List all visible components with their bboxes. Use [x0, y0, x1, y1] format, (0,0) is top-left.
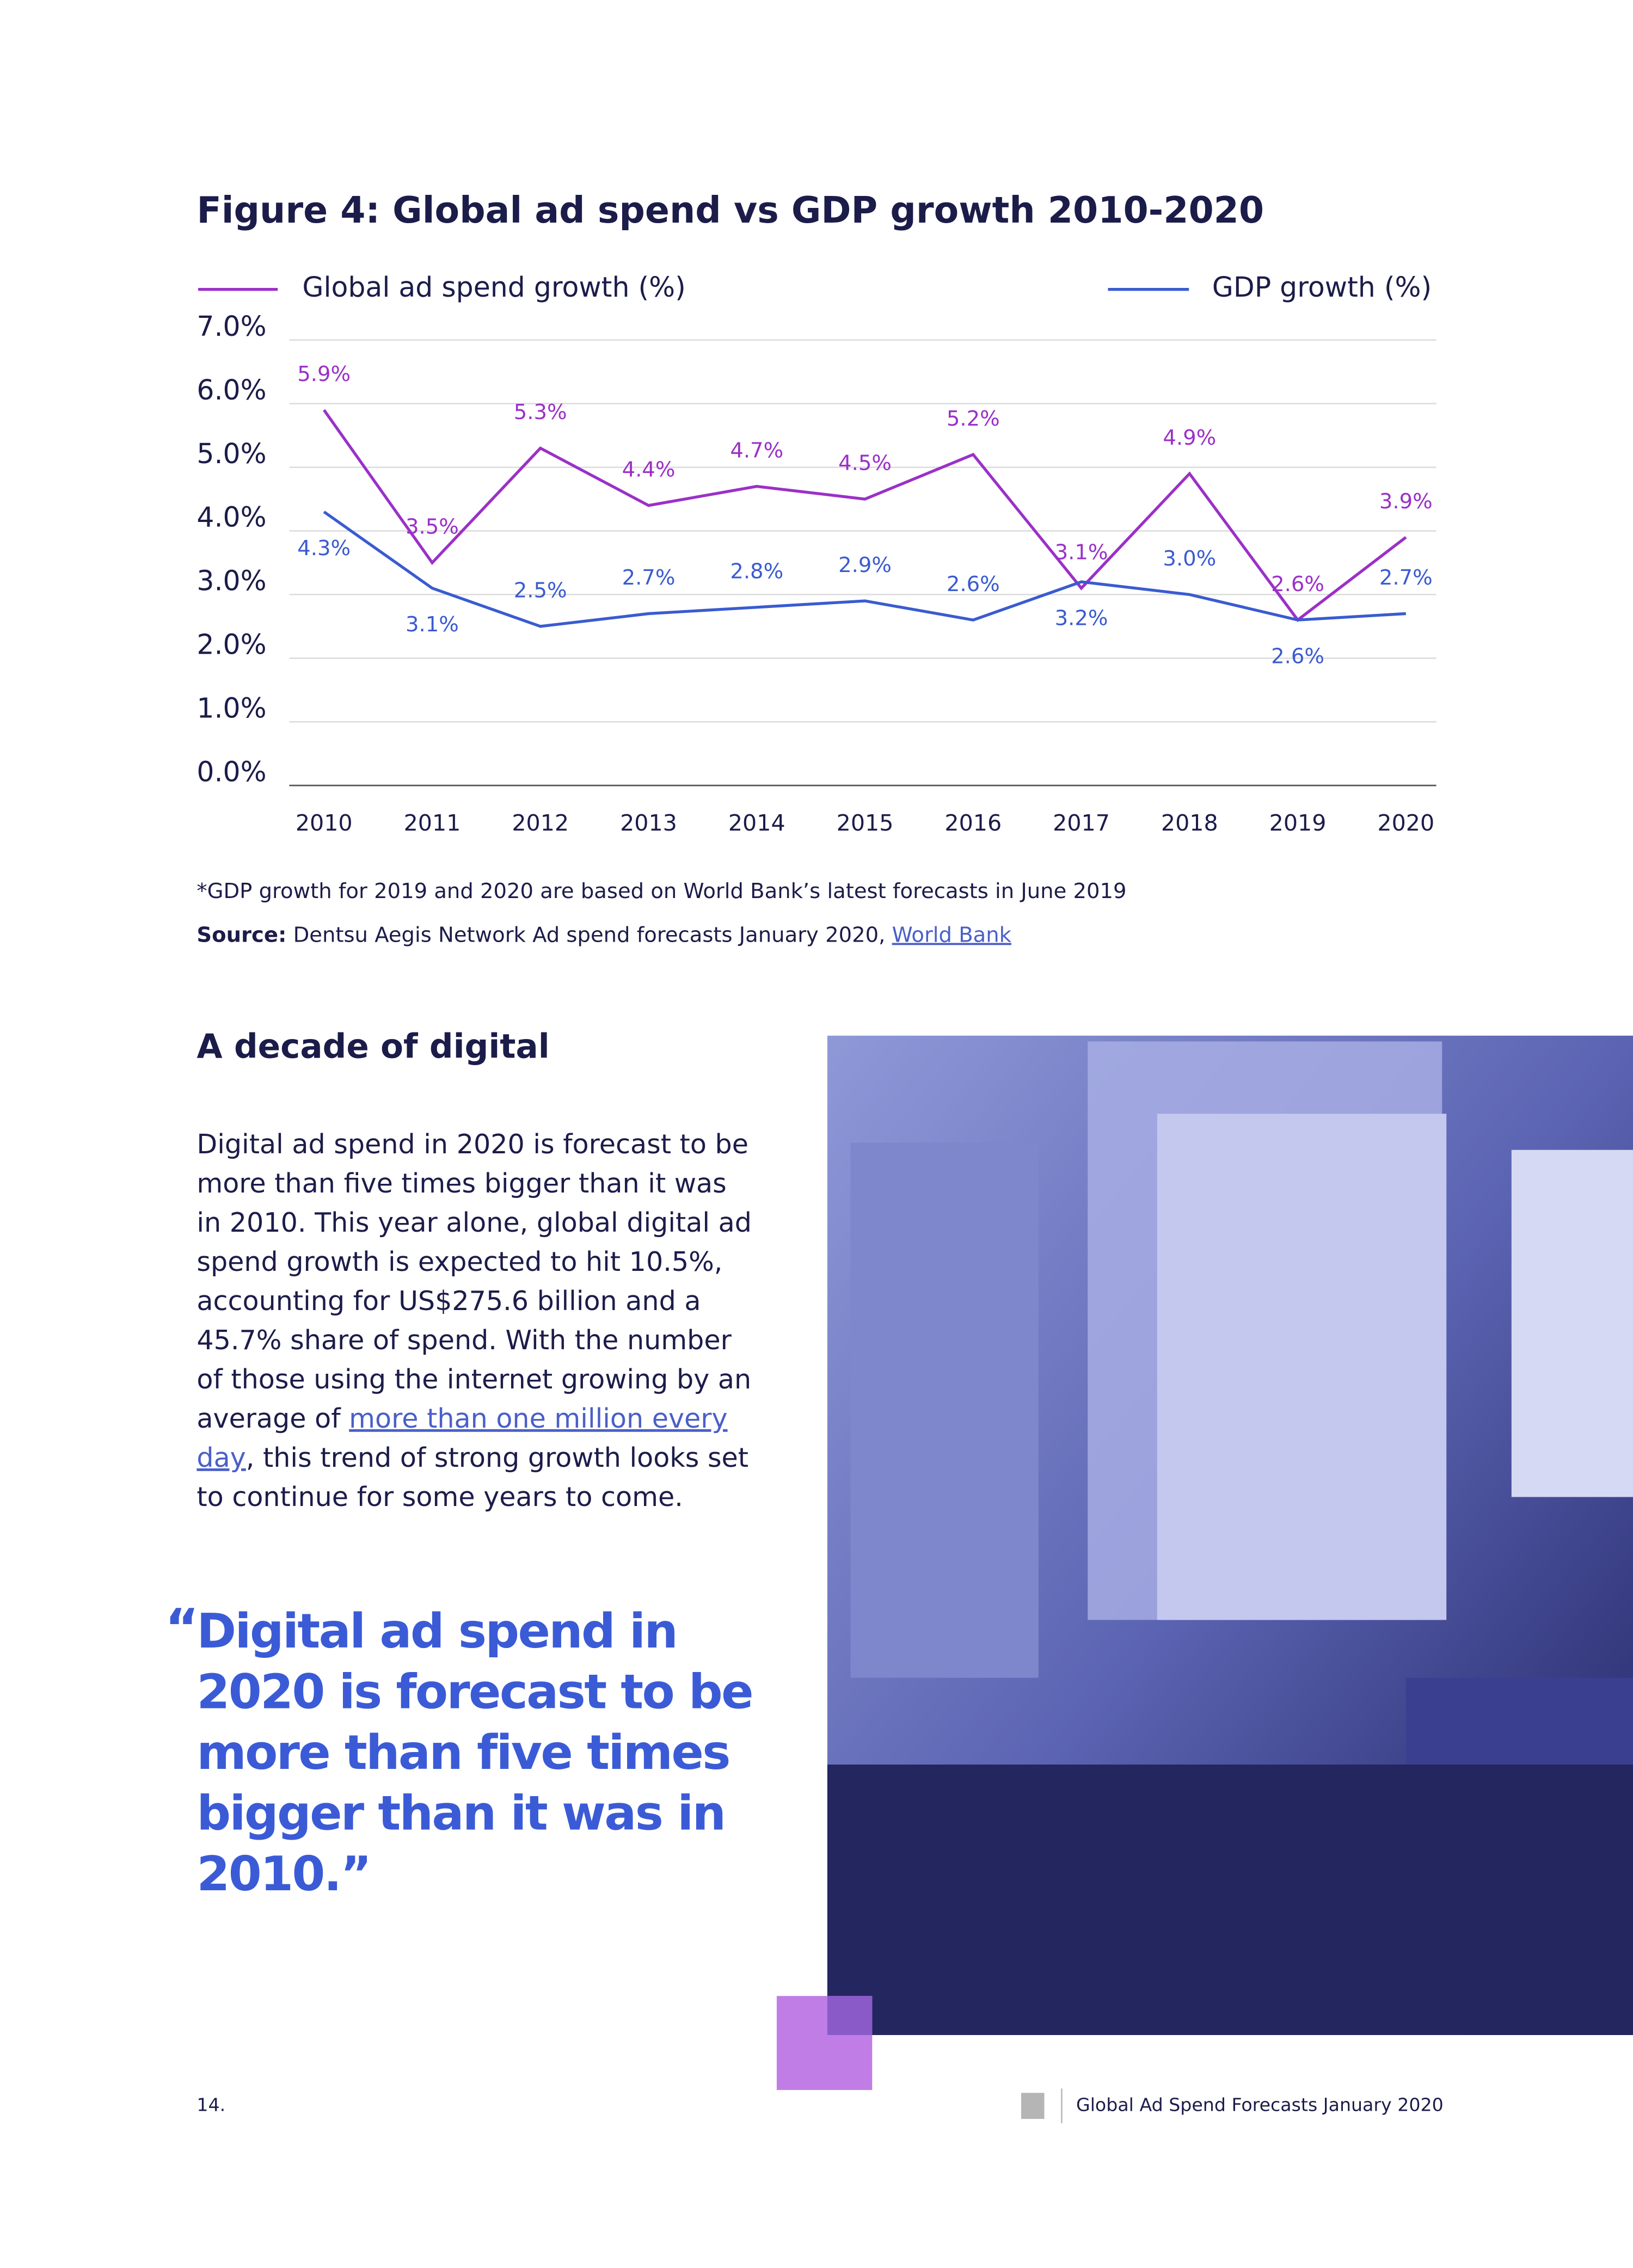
body-line: spend growth is expected to hit 10.5%,	[197, 1245, 722, 1277]
quote-line: bigger than it was in	[197, 1786, 725, 1841]
data-label: 4.9%	[1163, 426, 1216, 450]
x-tick-label: 2010	[296, 810, 353, 836]
body-text: 45.7% share of spend. With the number	[197, 1324, 732, 1355]
legend-label: GDP growth (%)	[1212, 271, 1432, 303]
source: Source: Dentsu Aegis Network Ad spend fo…	[197, 923, 1011, 947]
data-label: 3.2%	[1055, 606, 1108, 631]
body-text: to continue for some years to come.	[197, 1480, 683, 1512]
body-line: Digital ad spend in 2020 is forecast to …	[197, 1128, 748, 1159]
body-line: accounting for US$275.6 billion and a	[197, 1284, 701, 1316]
data-label: 4.3%	[297, 536, 351, 561]
y-tick-label: 1.0%	[197, 692, 266, 724]
section-heading: A decade of digital	[197, 1027, 549, 1066]
source-text: Dentsu Aegis Network Ad spend forecasts …	[286, 923, 892, 947]
photo-crowd	[827, 1765, 1633, 2035]
data-label: 5.3%	[514, 400, 567, 425]
data-label: 2.8%	[730, 559, 783, 583]
photo-sign	[1405, 1677, 1633, 1765]
data-label: 3.1%	[406, 612, 459, 637]
series-line	[323, 511, 1406, 628]
body-text: in 2010. This year alone, global digital…	[197, 1206, 752, 1238]
data-label: 2.7%	[622, 566, 676, 590]
data-label: 2.7%	[1379, 566, 1433, 590]
photo-screen	[1157, 1114, 1447, 1620]
body-text: accounting for US$275.6 billion and a	[197, 1284, 701, 1316]
body-line: of those using the internet growing by a…	[197, 1363, 751, 1394]
x-tick-label: 2017	[1053, 810, 1110, 836]
data-label: 2.9%	[838, 553, 892, 577]
y-tick-label: 4.0%	[197, 501, 266, 533]
y-tick-label: 0.0%	[197, 755, 266, 788]
body-link[interactable]: more than one million every	[349, 1402, 727, 1434]
x-tick-label: 2014	[728, 810, 785, 836]
body-text: , this trend of strong growth looks set	[246, 1441, 748, 1473]
data-label: 2.6%	[1271, 572, 1324, 597]
data-label: 2.6%	[947, 572, 1000, 597]
footnote: *GDP growth for 2019 and 2020 are based …	[197, 879, 1126, 903]
chart-title: Figure 4: Global ad spend vs GDP growth …	[197, 189, 1264, 231]
page-number: 14.	[197, 2094, 225, 2116]
body-text: average of	[197, 1402, 349, 1434]
data-label: 3.9%	[1379, 489, 1433, 514]
source-link[interactable]: World Bank	[892, 923, 1012, 947]
photo	[827, 1035, 1633, 2035]
body-text: Digital ad spend in 2020 is forecast to …	[197, 1128, 748, 1159]
body-line: more than five times bigger than it was	[197, 1167, 726, 1198]
accent-overlap	[827, 1996, 873, 2035]
data-label: 3.5%	[406, 515, 459, 539]
photo-poster	[850, 1142, 1039, 1678]
source-label: Source:	[197, 923, 286, 947]
footer-title: Global Ad Spend Forecasts January 2020	[1076, 2094, 1444, 2116]
y-tick-label: 5.0%	[197, 438, 266, 470]
body-text: more than five times bigger than it was	[197, 1167, 726, 1198]
data-label: 4.7%	[730, 438, 783, 463]
quote-mark: “	[165, 1597, 199, 1658]
x-tick-label: 2015	[837, 810, 894, 836]
x-tick-label: 2012	[512, 810, 569, 836]
x-tick-label: 2018	[1161, 810, 1218, 836]
x-tick-label: 2016	[944, 810, 1002, 836]
data-label: 4.4%	[622, 457, 676, 482]
data-label: 2.6%	[1271, 644, 1324, 669]
logo	[1021, 2093, 1045, 2119]
body-link[interactable]: day	[197, 1441, 245, 1473]
body-line: in 2010. This year alone, global digital…	[197, 1206, 752, 1238]
body-line: day, this trend of strong growth looks s…	[197, 1441, 748, 1473]
quote-line: more than five times	[197, 1725, 729, 1780]
photo-sign	[1511, 1150, 1633, 1497]
legend-label: Global ad spend growth (%)	[302, 271, 685, 303]
data-label: 3.1%	[1055, 540, 1108, 564]
series-line	[323, 409, 1407, 622]
x-tick-label: 2011	[404, 810, 461, 836]
y-tick-label: 6.0%	[197, 374, 266, 406]
data-label: 5.9%	[297, 362, 351, 386]
data-label: 3.0%	[1163, 546, 1216, 571]
y-tick-label: 7.0%	[197, 310, 266, 342]
body-line: 45.7% share of spend. With the number	[197, 1324, 732, 1355]
body-line: average of more than one million every	[197, 1402, 727, 1434]
data-label: 5.2%	[947, 407, 1000, 431]
quote-line: 2010.”	[197, 1846, 370, 1902]
body-line: to continue for some years to come.	[197, 1480, 683, 1512]
data-label: 4.5%	[838, 451, 892, 476]
y-tick-label: 3.0%	[197, 565, 266, 597]
quote-line: 2020 is forecast to be	[197, 1664, 752, 1719]
x-tick-label: 2020	[1377, 810, 1434, 836]
body-text: spend growth is expected to hit 10.5%,	[197, 1245, 722, 1277]
body-text: of those using the internet growing by a…	[197, 1363, 751, 1394]
quote-line: Digital ad spend in	[197, 1603, 677, 1659]
data-label: 2.5%	[514, 579, 567, 603]
y-tick-label: 2.0%	[197, 629, 266, 661]
x-tick-label: 2019	[1269, 810, 1327, 836]
x-tick-label: 2013	[620, 810, 677, 836]
